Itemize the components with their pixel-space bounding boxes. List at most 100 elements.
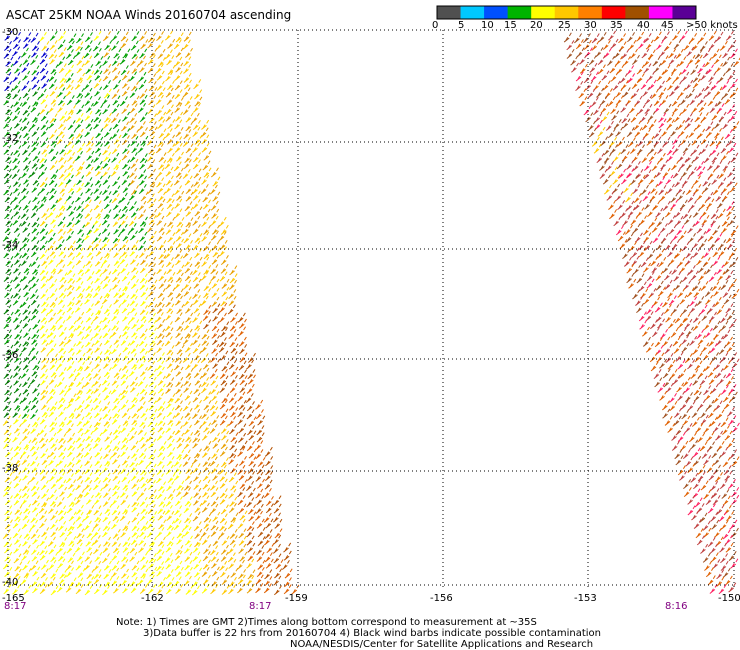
wind-barb bbox=[255, 440, 264, 451]
wind-barb bbox=[48, 432, 57, 443]
wind-barb bbox=[75, 247, 84, 258]
wind-barb bbox=[23, 584, 32, 595]
wind-barb bbox=[74, 79, 83, 90]
wind-barb bbox=[686, 287, 695, 298]
wind-barb bbox=[167, 287, 176, 298]
wind-barb bbox=[165, 71, 174, 82]
wind-barb bbox=[672, 168, 681, 179]
wind-barb bbox=[211, 296, 220, 307]
wind-barb bbox=[722, 567, 731, 578]
wind-barb bbox=[203, 305, 212, 315]
wind-barb bbox=[83, 48, 92, 59]
wind-barb bbox=[693, 391, 702, 402]
wind-barb bbox=[645, 39, 654, 50]
wind-barb bbox=[221, 278, 230, 289]
wind-barb bbox=[48, 118, 57, 129]
wind-barb bbox=[20, 208, 29, 219]
wind-barb bbox=[247, 374, 256, 385]
wind-barb bbox=[3, 72, 12, 82]
wind-barb bbox=[663, 103, 672, 114]
wind-barb bbox=[724, 470, 733, 481]
wind-barb bbox=[21, 271, 30, 282]
wind-barb bbox=[85, 303, 94, 314]
wind-barb bbox=[726, 511, 735, 522]
wind-barb bbox=[202, 551, 211, 562]
wind-barb bbox=[248, 456, 257, 467]
wind-barb bbox=[83, 79, 92, 90]
wind-barb bbox=[58, 416, 67, 427]
wind-barb bbox=[194, 96, 203, 107]
wind-barb bbox=[157, 401, 166, 412]
wind-barb bbox=[615, 126, 624, 137]
wind-barb bbox=[129, 295, 138, 306]
lat-label: -30 bbox=[2, 27, 19, 38]
colorbar-label: 0 bbox=[432, 20, 439, 31]
wind-barb bbox=[726, 206, 735, 217]
wind-barb bbox=[640, 79, 649, 90]
wind-barb bbox=[3, 144, 12, 155]
wind-barb bbox=[147, 352, 156, 363]
wind-barb bbox=[621, 174, 629, 185]
wind-barb bbox=[185, 240, 193, 250]
wind-barb bbox=[95, 208, 104, 219]
wind-barb bbox=[704, 390, 713, 401]
wind-barb bbox=[728, 278, 737, 289]
wind-barb bbox=[655, 207, 664, 218]
wind-barb bbox=[608, 30, 617, 41]
wind-barb bbox=[643, 63, 652, 74]
wind-barb bbox=[264, 552, 273, 563]
wind-barb bbox=[138, 432, 147, 443]
wind-barb bbox=[94, 359, 103, 369]
colorbar-frame bbox=[436, 5, 697, 20]
wind-barb bbox=[111, 193, 120, 204]
wind-barb bbox=[38, 88, 47, 99]
wind-barb bbox=[192, 265, 200, 276]
wind-barb bbox=[184, 153, 193, 164]
wind-barb bbox=[39, 536, 48, 547]
wind-barb bbox=[156, 264, 165, 275]
wind-barb bbox=[130, 207, 139, 218]
wind-barb bbox=[104, 112, 112, 123]
wind-barb bbox=[95, 104, 104, 115]
wind-barb bbox=[668, 224, 677, 235]
wind-barb bbox=[605, 120, 614, 131]
wind-barb bbox=[47, 232, 56, 243]
wind-barb bbox=[4, 358, 13, 369]
wind-barb bbox=[183, 286, 192, 297]
wind-barb bbox=[32, 383, 41, 394]
wind-barb bbox=[631, 54, 640, 65]
wind-barb bbox=[237, 495, 246, 506]
wind-barb bbox=[248, 448, 257, 459]
wind-barb bbox=[621, 113, 630, 124]
wind-barb bbox=[32, 86, 41, 97]
wind-barb bbox=[574, 33, 582, 44]
wind-barb bbox=[157, 383, 166, 394]
wind-barb bbox=[22, 88, 31, 99]
wind-barb bbox=[77, 288, 85, 299]
wind-barb bbox=[5, 56, 14, 67]
wind-barb bbox=[130, 343, 139, 354]
wind-barb bbox=[93, 480, 101, 491]
wind-barb bbox=[148, 376, 157, 387]
wind-barb bbox=[255, 449, 264, 460]
wind-barb bbox=[682, 449, 691, 459]
wind-barb bbox=[5, 456, 14, 467]
wind-barb bbox=[13, 495, 22, 506]
wind-barb bbox=[702, 350, 711, 361]
wind-barb bbox=[86, 150, 95, 161]
wind-barb bbox=[86, 384, 95, 395]
wind-barb bbox=[111, 447, 120, 458]
wind-barb bbox=[667, 422, 676, 433]
wind-barb bbox=[102, 478, 111, 489]
wind-barb bbox=[697, 432, 706, 443]
wind-barb bbox=[3, 424, 12, 435]
wind-barb bbox=[146, 519, 155, 530]
wind-barb bbox=[86, 343, 95, 354]
wind-barb bbox=[183, 296, 192, 307]
wind-barb bbox=[720, 384, 729, 395]
wind-barb bbox=[84, 551, 93, 562]
wind-barb bbox=[183, 31, 192, 42]
wind-barb bbox=[265, 456, 274, 467]
wind-barb bbox=[637, 240, 646, 251]
wind-barb bbox=[129, 376, 138, 387]
